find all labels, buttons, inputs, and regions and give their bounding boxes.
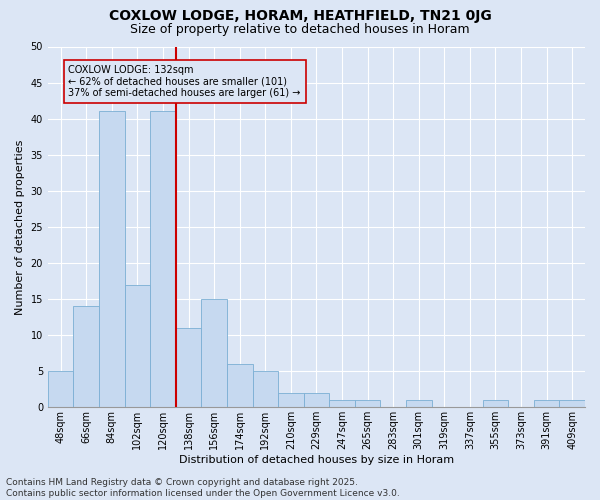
Bar <box>329 400 355 407</box>
Text: Size of property relative to detached houses in Horam: Size of property relative to detached ho… <box>130 22 470 36</box>
Bar <box>559 400 585 407</box>
Text: Contains HM Land Registry data © Crown copyright and database right 2025.
Contai: Contains HM Land Registry data © Crown c… <box>6 478 400 498</box>
Bar <box>278 393 304 407</box>
Bar <box>48 371 73 408</box>
Bar <box>227 364 253 408</box>
Bar <box>406 400 431 407</box>
Y-axis label: Number of detached properties: Number of detached properties <box>15 139 25 314</box>
Bar <box>253 371 278 408</box>
Bar <box>534 400 559 407</box>
X-axis label: Distribution of detached houses by size in Horam: Distribution of detached houses by size … <box>179 455 454 465</box>
Bar <box>202 299 227 408</box>
Bar <box>99 112 125 408</box>
Bar <box>73 306 99 408</box>
Text: COXLOW LODGE: 132sqm
← 62% of detached houses are smaller (101)
37% of semi-deta: COXLOW LODGE: 132sqm ← 62% of detached h… <box>68 64 301 98</box>
Bar <box>150 112 176 408</box>
Bar <box>304 393 329 407</box>
Bar <box>176 328 202 407</box>
Text: COXLOW LODGE, HORAM, HEATHFIELD, TN21 0JG: COXLOW LODGE, HORAM, HEATHFIELD, TN21 0J… <box>109 9 491 23</box>
Bar <box>125 284 150 408</box>
Bar <box>355 400 380 407</box>
Bar <box>482 400 508 407</box>
